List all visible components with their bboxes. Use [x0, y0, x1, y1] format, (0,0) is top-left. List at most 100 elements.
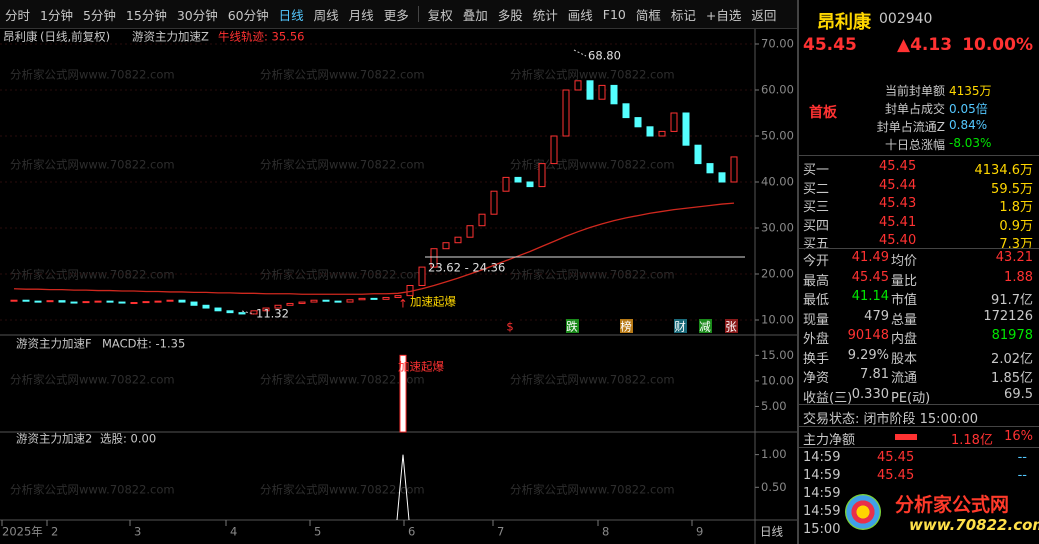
- candle: [394, 295, 402, 298]
- price: 45.45: [803, 35, 857, 55]
- stat-label: 内盘: [891, 332, 918, 347]
- tag-box: [674, 319, 687, 333]
- period-tab[interactable]: 60分钟: [227, 7, 269, 23]
- change-pct: 10.00%: [962, 35, 1033, 55]
- period-tab[interactable]: 日线: [278, 7, 304, 23]
- signal-arrow: ↑: [398, 297, 408, 311]
- tool-button[interactable]: 叠加: [462, 7, 488, 23]
- candle: [202, 304, 210, 309]
- x-tick-label: 2025年: [2, 525, 43, 539]
- tool-button[interactable]: +自选: [705, 7, 742, 23]
- period-tab[interactable]: 分时: [5, 7, 31, 23]
- x-tick-label: 7: [497, 525, 504, 539]
- tag-box: [725, 319, 738, 333]
- candle: [430, 248, 438, 268]
- tool-button[interactable]: 返回: [751, 7, 777, 23]
- x-tick-label: 2: [51, 525, 58, 539]
- candle: [598, 84, 606, 100]
- period-tab[interactable]: 更多: [383, 7, 409, 23]
- stat-value: 90148: [847, 328, 889, 343]
- tool-button[interactable]: F10: [602, 6, 626, 22]
- book-volume: 1.8万: [999, 200, 1033, 215]
- book-price: 45.45: [879, 159, 917, 174]
- info-value: -8.03%: [949, 136, 992, 150]
- logo-icon: [845, 494, 881, 530]
- period-tab[interactable]: 1分钟: [40, 7, 73, 23]
- candle: [718, 172, 726, 183]
- x-tick-label: 5: [314, 525, 321, 539]
- candle: [526, 181, 534, 188]
- candle: [262, 307, 270, 312]
- stat-value: 7.81: [860, 367, 889, 382]
- stock-code: 002940: [879, 11, 933, 27]
- candle: [214, 307, 222, 312]
- period-label: 日线: [760, 525, 783, 539]
- stat-label: 净资: [803, 371, 830, 386]
- candle: [574, 80, 582, 91]
- candle: [22, 299, 30, 302]
- candle: [466, 225, 474, 238]
- signal-label: 加速起爆: [410, 295, 456, 309]
- tool-button[interactable]: 多股: [497, 7, 523, 23]
- x-tick-label: 6: [408, 525, 415, 539]
- stat-label: 最低: [803, 293, 830, 308]
- tool-button[interactable]: 复权: [427, 7, 453, 23]
- info-label: 十日总涨幅: [884, 138, 945, 152]
- candle: [382, 296, 390, 300]
- period-tab[interactable]: 15分钟: [125, 7, 167, 23]
- y-tick-label: 60.00: [761, 83, 794, 97]
- chart-name: 昂利康: [3, 30, 38, 44]
- info-label: 当前封单额: [884, 84, 945, 98]
- stat-value: 41.14: [851, 289, 889, 304]
- candle: [274, 304, 282, 309]
- period-tab[interactable]: 月线: [348, 7, 374, 23]
- candle: [298, 301, 306, 304]
- candle: [658, 130, 666, 137]
- book-volume: 4134.6万: [974, 163, 1034, 178]
- ma-label: 牛线轨迹: 35.56: [218, 30, 304, 44]
- trade-volume: --: [1017, 468, 1027, 483]
- y-tick-label: 30.00: [761, 221, 794, 235]
- stat-label: 外盘: [803, 332, 830, 347]
- tool-button[interactable]: 标记: [670, 7, 696, 23]
- candle: [238, 312, 246, 315]
- trade-time: 14:59: [803, 450, 841, 465]
- trade-price: 45.45: [877, 450, 915, 465]
- tool-button[interactable]: 画线: [567, 7, 593, 23]
- tool-button[interactable]: 统计: [532, 7, 558, 23]
- tag-box: [620, 319, 633, 333]
- candle: [586, 80, 594, 100]
- stat-value: 1.85亿: [991, 371, 1033, 386]
- candle: [358, 297, 366, 301]
- candle: [106, 300, 114, 303]
- stock-name: 昂利康: [817, 12, 871, 33]
- info-value: 4135万: [949, 84, 992, 98]
- stat-value: 81978: [991, 328, 1033, 343]
- period-tab[interactable]: 5分钟: [82, 7, 116, 23]
- y-tick-label: 1.00: [761, 447, 787, 461]
- candle: [502, 176, 510, 192]
- stat-label: 市值: [891, 293, 918, 308]
- watermark: 分析家公式网www.70822.com: [510, 268, 675, 282]
- tag-box: [504, 319, 517, 333]
- divider: [799, 447, 1039, 448]
- tool-button[interactable]: 简框: [635, 7, 661, 23]
- trade-volume: --: [1017, 450, 1027, 465]
- y-tick-label: 40.00: [761, 175, 794, 189]
- trade-price: 45.45: [877, 468, 915, 483]
- candle: [118, 301, 126, 304]
- divider: [799, 248, 1039, 249]
- book-price: 45.41: [879, 214, 917, 230]
- candle: [130, 302, 138, 305]
- toolbar: 分时 1分钟 5分钟 15分钟 30分钟 60分钟 日线 周线 月线 更多 复权 叠加 多股 统计 画线 F1…: [0, 0, 797, 29]
- tag: 跌: [566, 320, 578, 334]
- period-tab[interactable]: 周线: [313, 7, 339, 23]
- watermark: 分析家公式网www.70822.com: [510, 373, 675, 387]
- ma-line: [13, 202, 735, 295]
- signal-label: 加速起爆: [398, 360, 444, 374]
- candle: [142, 301, 150, 304]
- stat-value: 9.29%: [847, 347, 889, 363]
- watermark: 分析家公式网www.70822.com: [260, 268, 425, 282]
- period-tab[interactable]: 30分钟: [176, 7, 218, 23]
- tag: 财: [674, 320, 686, 334]
